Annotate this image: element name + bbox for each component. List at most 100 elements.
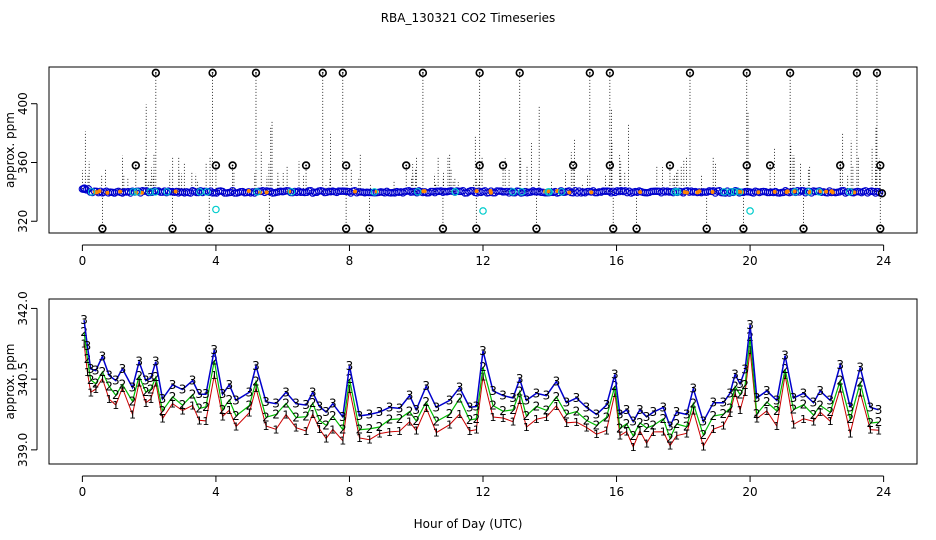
x-tick-label: 12 bbox=[475, 254, 490, 268]
series-2-line bbox=[83, 332, 879, 441]
series-1-marker: 1 bbox=[737, 404, 744, 417]
series-1-marker: 1 bbox=[643, 437, 650, 450]
data-point-orange bbox=[756, 190, 761, 195]
x-tick-label: 16 bbox=[609, 485, 624, 499]
series-3-marker: 3 bbox=[690, 382, 698, 396]
series-2-marker: 2 bbox=[366, 422, 374, 436]
y-tick-label: 320 bbox=[16, 210, 30, 233]
cyan-outlier bbox=[746, 207, 754, 215]
outlier-low-dot bbox=[101, 227, 104, 230]
series-3-marker: 3 bbox=[856, 360, 864, 374]
x-axis-label: Hour of Day (UTC) bbox=[414, 517, 523, 531]
data-point-orange bbox=[546, 189, 551, 194]
series-2-marker: 2 bbox=[169, 390, 177, 404]
series-1-marker: 1 bbox=[837, 383, 844, 396]
series-2-marker: 2 bbox=[523, 409, 531, 423]
outlier-mid-dot bbox=[669, 164, 671, 167]
outlier-mid-dot bbox=[769, 164, 772, 167]
x-tick-label: 4 bbox=[212, 254, 220, 268]
outlier-low-dot bbox=[475, 227, 478, 230]
data-point-orange bbox=[818, 189, 823, 194]
outlier-low-dot bbox=[879, 227, 882, 230]
y-tick-label: 400 bbox=[16, 92, 30, 115]
series-1-marker: 1 bbox=[553, 400, 560, 413]
outlier-mid-dot bbox=[478, 164, 481, 167]
series-2-marker: 2 bbox=[690, 397, 698, 411]
series-1-marker: 1 bbox=[720, 420, 727, 433]
series-1-marker: 1 bbox=[316, 423, 323, 436]
series-3-marker: 3 bbox=[583, 400, 591, 414]
series-3-marker: 3 bbox=[119, 362, 127, 376]
series-1-marker: 1 bbox=[92, 383, 99, 396]
series-3-marker: 3 bbox=[720, 396, 728, 410]
y-axis-label: approx. ppm bbox=[3, 344, 17, 420]
series-2-marker: 2 bbox=[659, 412, 667, 426]
series-3-marker: 3 bbox=[746, 318, 754, 332]
series-2-marker: 2 bbox=[643, 421, 651, 435]
plot-frame bbox=[48, 298, 918, 465]
series-1-marker: 1 bbox=[226, 404, 233, 417]
data-point-orange bbox=[824, 189, 829, 194]
series-1-line bbox=[83, 343, 879, 449]
data-point-orange bbox=[638, 190, 643, 195]
series-3-marker: 3 bbox=[781, 349, 789, 363]
outlier-mid-dot bbox=[305, 164, 307, 167]
series-2-marker: 2 bbox=[142, 385, 150, 399]
series-2-marker: 2 bbox=[720, 407, 728, 421]
series-1-marker: 1 bbox=[129, 408, 136, 421]
series-1-marker: 1 bbox=[875, 424, 882, 437]
data-point-cyan bbox=[203, 188, 211, 196]
series-1-marker: 1 bbox=[169, 398, 176, 411]
series-3-marker: 3 bbox=[129, 381, 137, 395]
series-1-marker: 1 bbox=[636, 425, 643, 438]
x-tick-label: 0 bbox=[79, 485, 87, 499]
data-point-orange bbox=[246, 189, 251, 194]
series-2-marker: 2 bbox=[202, 400, 210, 414]
series-1-marker: 1 bbox=[376, 428, 383, 441]
series-3-marker: 3 bbox=[272, 397, 280, 411]
series-1-marker: 1 bbox=[396, 425, 403, 438]
series-1-marker: 1 bbox=[329, 423, 336, 436]
series-3-marker: 3 bbox=[262, 395, 270, 409]
series-3-marker: 3 bbox=[466, 400, 474, 414]
outlier-high-dot bbox=[154, 71, 157, 74]
data-point-orange bbox=[852, 190, 857, 195]
series-1-marker: 1 bbox=[727, 407, 734, 420]
series-1-marker: 1 bbox=[263, 420, 270, 433]
outlier-high bbox=[515, 68, 524, 78]
series-1-marker: 1 bbox=[232, 421, 239, 434]
outlier-mid bbox=[131, 161, 141, 170]
series-1-marker: 1 bbox=[773, 420, 780, 433]
series-2-marker: 2 bbox=[773, 404, 781, 418]
data-point-cyan bbox=[414, 188, 422, 196]
outlier-mid bbox=[836, 161, 845, 170]
data-point-orange bbox=[352, 189, 357, 194]
outlier-high bbox=[605, 68, 615, 78]
data-point-cyan bbox=[730, 188, 739, 196]
series-1-marker: 1 bbox=[473, 424, 480, 437]
series-3-marker: 3 bbox=[376, 405, 384, 419]
series-1-marker: 1 bbox=[273, 423, 280, 436]
series-1-marker: 1 bbox=[456, 408, 463, 421]
series-2-marker: 2 bbox=[346, 372, 354, 386]
series-2-marker: 2 bbox=[479, 360, 487, 374]
data-point-cyan bbox=[129, 188, 137, 196]
data-point-cyan bbox=[196, 188, 204, 196]
data-point-cyan bbox=[845, 188, 854, 196]
series-2-marker: 2 bbox=[292, 410, 300, 424]
series-2-marker: 2 bbox=[623, 417, 631, 431]
outlier-low bbox=[532, 224, 541, 233]
series-2-marker: 2 bbox=[836, 374, 844, 388]
series-2-marker: 2 bbox=[316, 413, 324, 427]
outlier-low-dot bbox=[208, 227, 211, 230]
series-3-marker: 3 bbox=[666, 419, 674, 433]
series-1-marker: 1 bbox=[732, 387, 739, 400]
data-point-orange bbox=[567, 190, 572, 195]
series-1-marker: 1 bbox=[650, 426, 657, 439]
series-2-marker: 2 bbox=[846, 412, 854, 426]
series-3-marker: 3 bbox=[473, 399, 481, 413]
series-3-marker: 3 bbox=[616, 408, 624, 422]
outlier-mid bbox=[605, 161, 615, 170]
series-3-marker: 3 bbox=[105, 368, 113, 382]
series-1-marker: 1 bbox=[593, 428, 600, 441]
